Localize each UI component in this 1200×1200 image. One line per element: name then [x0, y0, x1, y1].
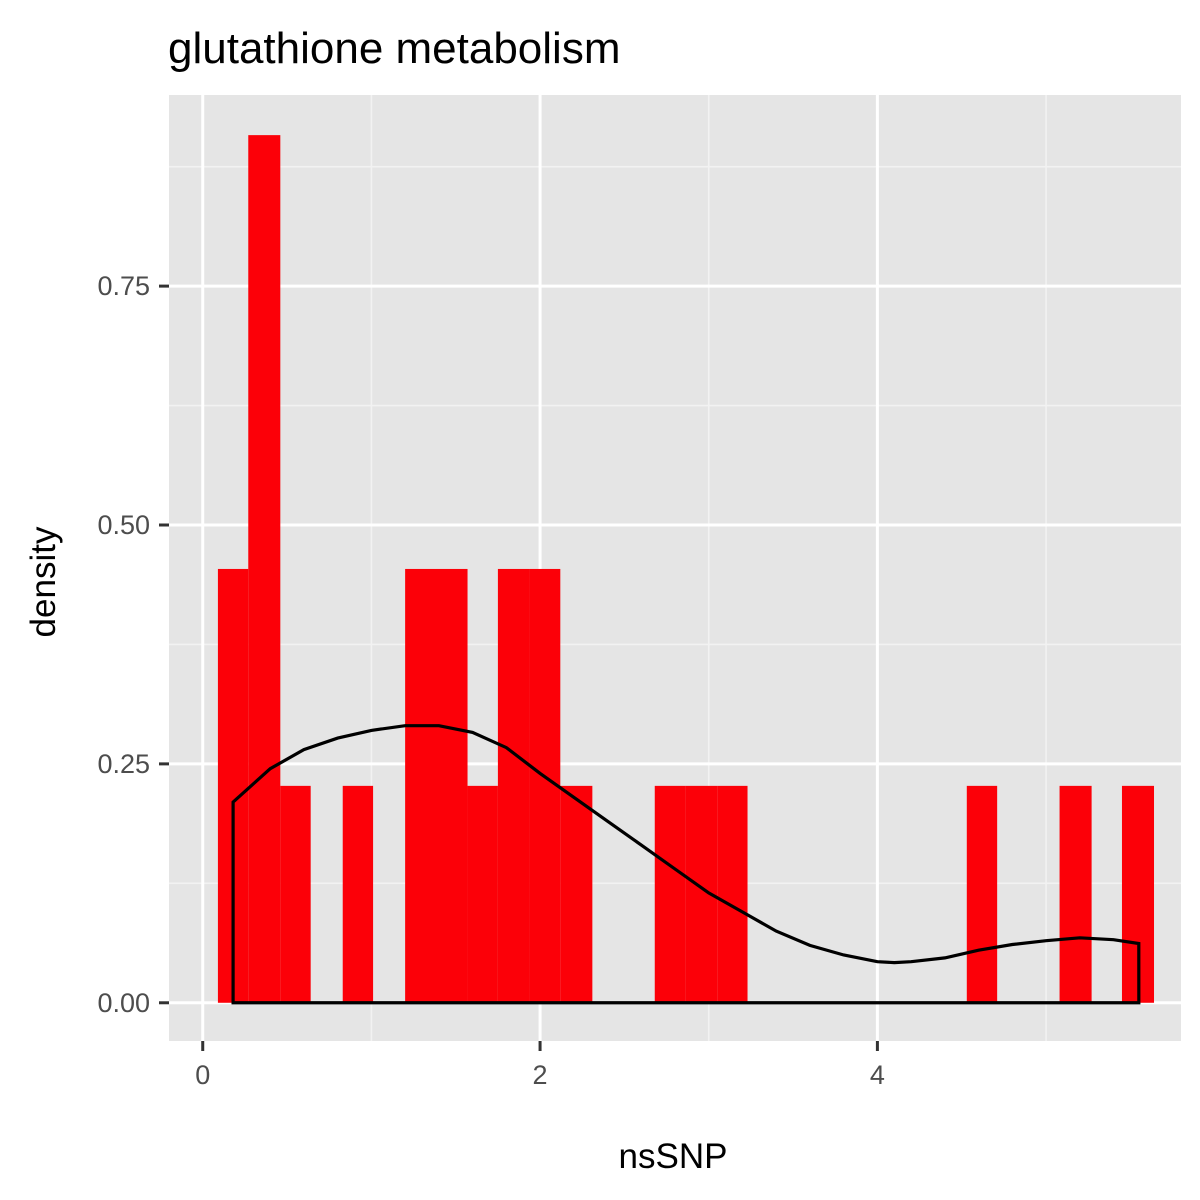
x-tick-label: 4 [870, 1060, 885, 1090]
chart-title: glutathione metabolism [168, 24, 620, 73]
histogram-bar [966, 785, 998, 1003]
y-axis-ticks: 0.00 0.25 0.50 0.75 [97, 271, 169, 1018]
histogram-bar [405, 568, 436, 1003]
histogram-bar [435, 568, 468, 1003]
histogram-bar [654, 785, 686, 1003]
histogram-bar [248, 135, 281, 1003]
y-tick-label: 0.50 [97, 510, 150, 540]
y-axis-title: density [24, 526, 63, 637]
histogram-bar [497, 568, 530, 1003]
histogram-bar [342, 785, 374, 1003]
histogram-bar [280, 785, 311, 1003]
y-tick-label: 0.00 [97, 988, 150, 1018]
histogram-bar [717, 785, 748, 1003]
histogram-bar [1059, 785, 1092, 1003]
histogram-bars [217, 135, 1155, 1003]
x-axis-ticks: 0 2 4 [195, 1041, 885, 1090]
density-curve [231, 724, 1141, 1005]
y-tick-label: 0.75 [97, 271, 150, 301]
minor-grid [169, 95, 1181, 1041]
x-axis-title: nsSNP [619, 1137, 728, 1176]
histogram-bar [467, 785, 498, 1003]
y-tick-label: 0.25 [97, 749, 150, 779]
histogram-bar [560, 785, 593, 1003]
x-tick-label: 0 [195, 1060, 210, 1090]
x-tick-label: 2 [533, 1060, 548, 1090]
